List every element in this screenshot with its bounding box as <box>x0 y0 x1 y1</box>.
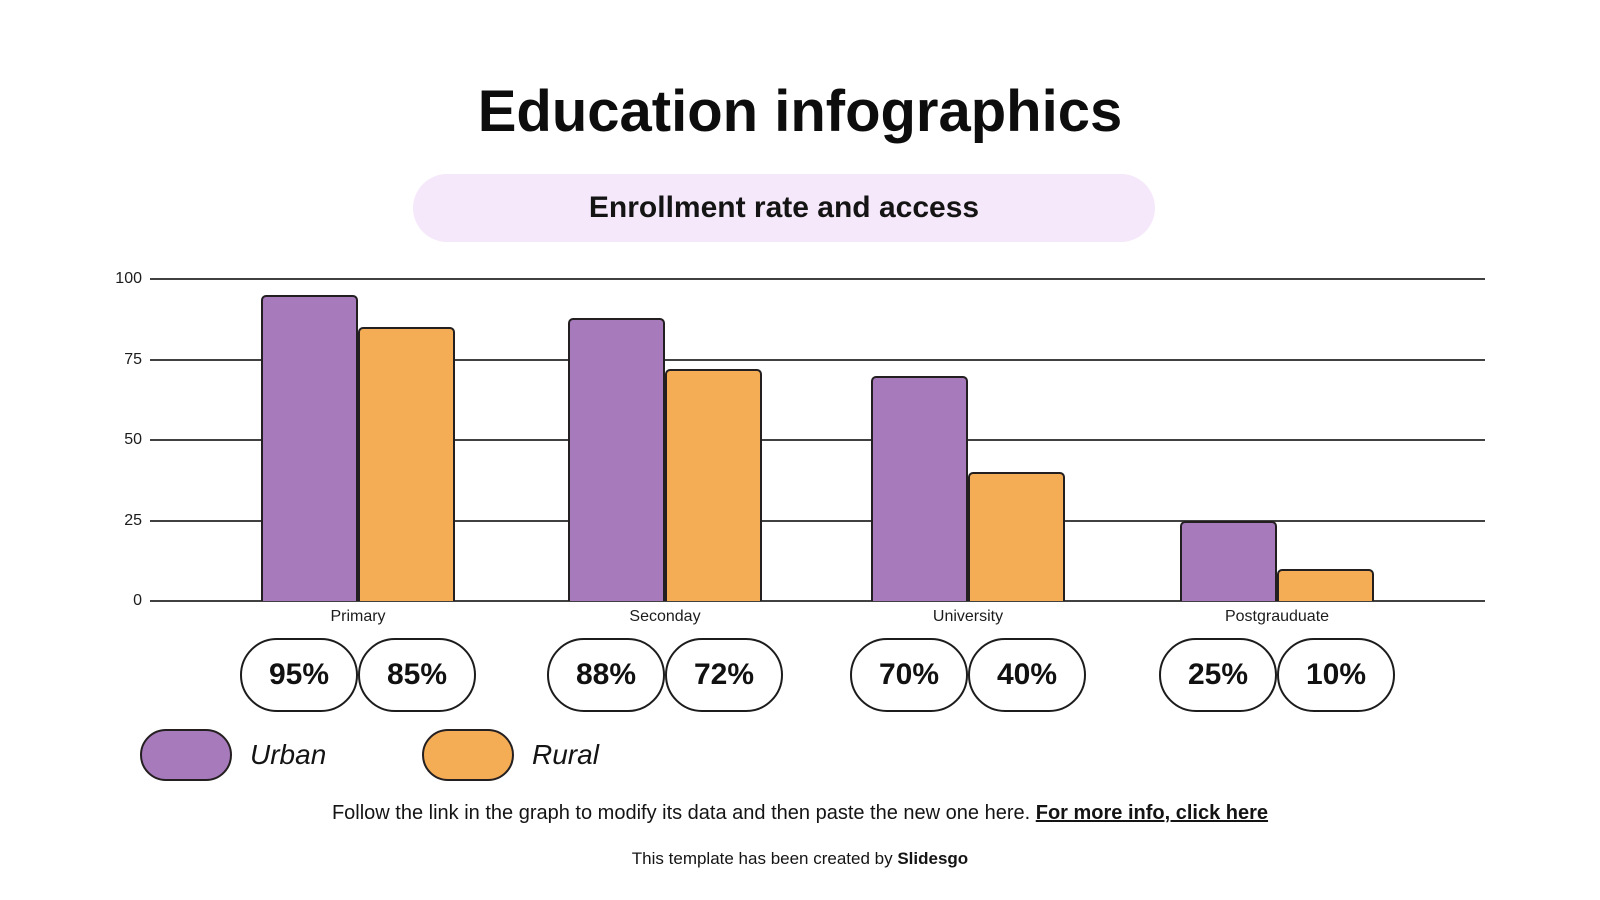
page-title: Education infographics <box>477 79 1123 144</box>
credit-brand: Slidesgo <box>897 849 969 868</box>
subtitle-text: Enrollment rate and access <box>588 191 980 224</box>
gridline-0 <box>150 600 1485 602</box>
legend-label-rural: Rural <box>532 739 599 770</box>
bar-urban-university <box>871 375 968 601</box>
bar-rural-primary <box>358 327 455 601</box>
category-label-university: University <box>932 608 1004 625</box>
gridline-50 <box>150 439 1485 441</box>
legend-label-urban: Urban <box>250 739 327 770</box>
bar-rural-postgrauduate <box>1277 568 1374 601</box>
ytick-label-75: 75 <box>124 350 142 368</box>
credit-text: This template has been created by <box>631 849 898 868</box>
gridline-75 <box>150 358 1485 361</box>
subtitle-pill: Enrollment rate and access <box>413 174 1155 242</box>
value-pill-rural-university: 40% <box>968 638 1086 712</box>
legend-item-urban: Urban <box>140 729 326 781</box>
bar-urban-seconday <box>568 317 665 601</box>
ytick-label-50: 50 <box>124 431 142 448</box>
gridline-100 <box>150 278 1485 280</box>
legend-swatch-urban <box>140 729 232 781</box>
category-label-seconday: Seconday <box>629 608 701 625</box>
value-pill-urban-university: 70% <box>850 638 968 712</box>
footer-note: Follow the link in the graph to modify i… <box>0 802 1600 825</box>
category-label-primary: Primary <box>330 608 386 625</box>
bar-urban-primary <box>261 295 358 601</box>
gridline-25 <box>150 519 1485 522</box>
value-pill-urban-postgrauduate: 25% <box>1159 638 1277 712</box>
value-pill-urban-primary: 95% <box>240 638 358 712</box>
credit-line: This template has been created by Slides… <box>0 849 1600 869</box>
ytick-label-100: 100 <box>115 270 142 287</box>
category-label-postgrauduate: Postgrauduate <box>1224 608 1330 625</box>
value-pill-urban-seconday: 88% <box>547 638 665 712</box>
more-info-link[interactable]: For more info, click here <box>1035 802 1269 824</box>
value-pill-rural-seconday: 72% <box>665 638 783 712</box>
bar-rural-seconday <box>665 369 762 601</box>
bar-urban-postgrauduate <box>1180 520 1277 601</box>
bar-rural-university <box>968 472 1065 601</box>
value-pill-rural-primary: 85% <box>358 638 476 712</box>
footer-note-text: Follow the link in the graph to modify i… <box>331 802 1036 824</box>
value-pill-rural-postgrauduate: 10% <box>1277 638 1395 712</box>
legend-swatch-rural <box>422 729 514 781</box>
legend-item-rural: Rural <box>422 729 599 781</box>
ytick-label-25: 25 <box>124 511 142 529</box>
ytick-label-0: 0 <box>133 592 142 609</box>
